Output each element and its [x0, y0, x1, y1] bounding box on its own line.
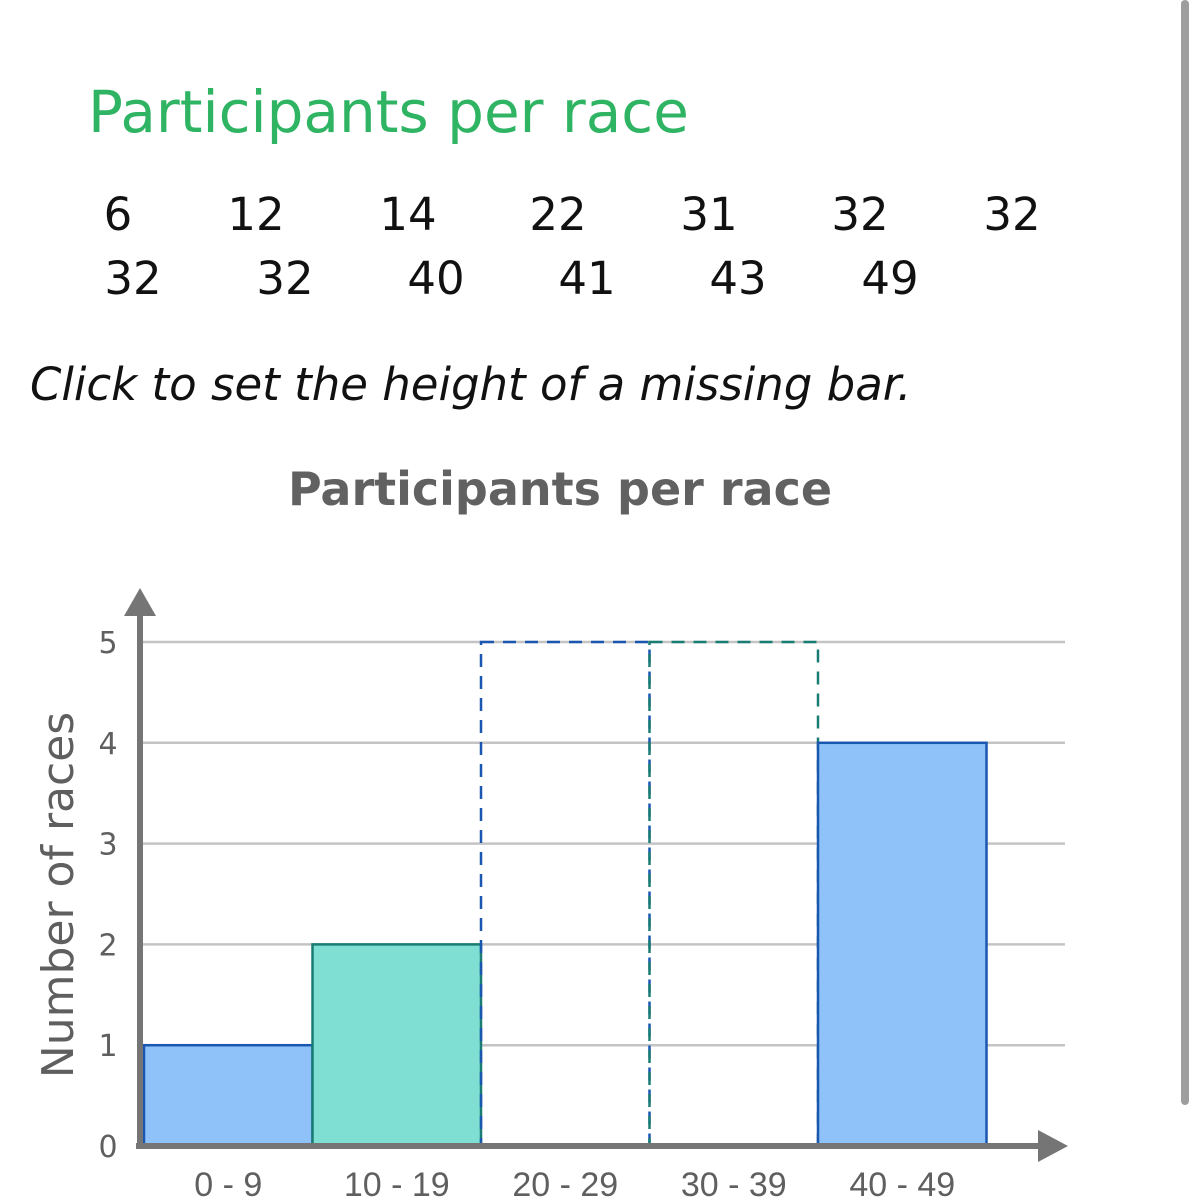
- data-value: 12: [227, 188, 285, 241]
- x-tick-label: 40 - 49: [849, 1166, 955, 1200]
- missing-bar-placeholder[interactable]: [479, 640, 651, 1148]
- data-value: 41: [558, 252, 616, 305]
- y-tick-label: 4: [98, 727, 117, 762]
- data-value: 32: [983, 188, 1041, 241]
- axes: [124, 588, 1068, 1162]
- y-axis-arrow: [124, 588, 156, 616]
- bar[interactable]: [816, 741, 988, 1148]
- y-tick-label: 1: [98, 1029, 117, 1064]
- y-tick-label: 0: [98, 1130, 117, 1165]
- data-value: 43: [709, 252, 767, 305]
- vertical-scrollbar[interactable]: [1181, 0, 1189, 1105]
- bar[interactable]: [311, 943, 483, 1148]
- x-tick-label: 30 - 39: [681, 1166, 787, 1200]
- data-value: 49: [861, 252, 919, 305]
- data-value: 6: [103, 188, 133, 241]
- data-row-1: 6 12 14 22 31 32 32: [0, 188, 1199, 248]
- y-tick-label: 5: [98, 626, 117, 661]
- y-axis-label: Number of races: [33, 712, 84, 1078]
- x-axis-arrow: [1038, 1130, 1068, 1162]
- data-value: 14: [379, 188, 437, 241]
- y-tick-label: 3: [98, 828, 117, 863]
- missing-bar-placeholder[interactable]: [648, 640, 820, 1148]
- page-heading: Participants per race: [88, 78, 689, 146]
- data-value: 40: [407, 252, 465, 305]
- x-tick-label: 10 - 19: [344, 1166, 450, 1200]
- data-row-2: 32 32 40 41 43 49: [0, 252, 1199, 312]
- instruction-text: Click to set the height of a missing bar…: [30, 358, 912, 411]
- bars[interactable]: [142, 640, 988, 1148]
- bar[interactable]: [142, 1043, 314, 1148]
- data-value: 32: [104, 252, 162, 305]
- x-tick-label: 0 - 9: [194, 1166, 262, 1200]
- x-tick-label: 20 - 29: [512, 1166, 618, 1200]
- data-value: 32: [256, 252, 314, 305]
- x-tick-labels: 0 - 9 10 - 19 20 - 29 30 - 39 40 - 49: [194, 1166, 955, 1200]
- y-tick-labels: 0 1 2 3 4 5: [98, 626, 117, 1165]
- y-tick-label: 2: [98, 928, 117, 963]
- data-value: 22: [529, 188, 587, 241]
- chart-title: Participants per race: [287, 462, 833, 516]
- data-value: 32: [831, 188, 889, 241]
- data-value: 31: [680, 188, 738, 241]
